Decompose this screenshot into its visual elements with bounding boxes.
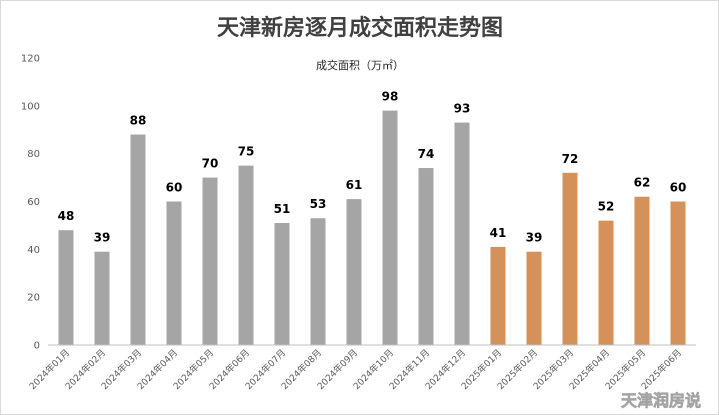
y-tick-label: 0 <box>34 341 40 352</box>
y-tick-label: 100 <box>21 101 40 112</box>
data-label: 39 <box>526 231 543 245</box>
y-tick-label: 40 <box>27 245 40 256</box>
bar <box>382 110 398 345</box>
bar <box>454 122 470 345</box>
bar <box>202 177 218 345</box>
data-label: 51 <box>274 202 291 216</box>
bar-group: 48 39 88 60 70 75 51 53 61 98 74 93 41 39 72 52 62 60 <box>58 90 687 345</box>
data-label: 41 <box>490 226 507 240</box>
bar <box>310 218 326 345</box>
bar <box>166 201 182 345</box>
data-label: 52 <box>598 200 615 214</box>
y-tick-label: 80 <box>27 149 40 160</box>
chart-title: 天津新房逐月成交面积走势图 <box>217 15 503 41</box>
bar <box>598 220 614 345</box>
y-tick-label: 120 <box>21 54 40 65</box>
data-label: 98 <box>382 90 399 104</box>
y-tick-label: 20 <box>27 293 40 304</box>
data-label: 75 <box>238 145 255 159</box>
bar <box>418 168 434 345</box>
data-label: 72 <box>562 152 579 166</box>
y-tick-label: 60 <box>27 197 40 208</box>
bar <box>634 196 650 345</box>
data-label: 70 <box>202 157 219 171</box>
bar <box>526 251 542 345</box>
data-label: 60 <box>166 181 183 195</box>
bar <box>346 199 362 345</box>
data-label: 93 <box>454 102 471 116</box>
bar <box>274 223 290 345</box>
bar <box>58 230 74 345</box>
data-label: 60 <box>670 181 687 195</box>
chart-subtitle: 成交面积（万㎡） <box>316 58 404 72</box>
watermark-text: 天津润房说 <box>621 391 701 410</box>
data-label: 48 <box>58 209 75 223</box>
data-label: 88 <box>130 114 147 128</box>
data-label: 53 <box>310 197 327 211</box>
data-label: 74 <box>418 147 435 161</box>
y-axis: 0 20 40 60 80 100 120 <box>21 54 40 352</box>
data-label: 61 <box>346 178 363 192</box>
data-label: 62 <box>634 176 651 190</box>
bar <box>238 165 254 345</box>
bar <box>670 201 686 345</box>
bar <box>94 251 110 345</box>
bar <box>562 172 578 345</box>
data-label: 39 <box>94 231 111 245</box>
x-axis: 2024年01月2024年02月2024年03月2024年04月2024年05月… <box>27 344 696 392</box>
bar <box>130 134 146 345</box>
bar <box>490 246 506 345</box>
